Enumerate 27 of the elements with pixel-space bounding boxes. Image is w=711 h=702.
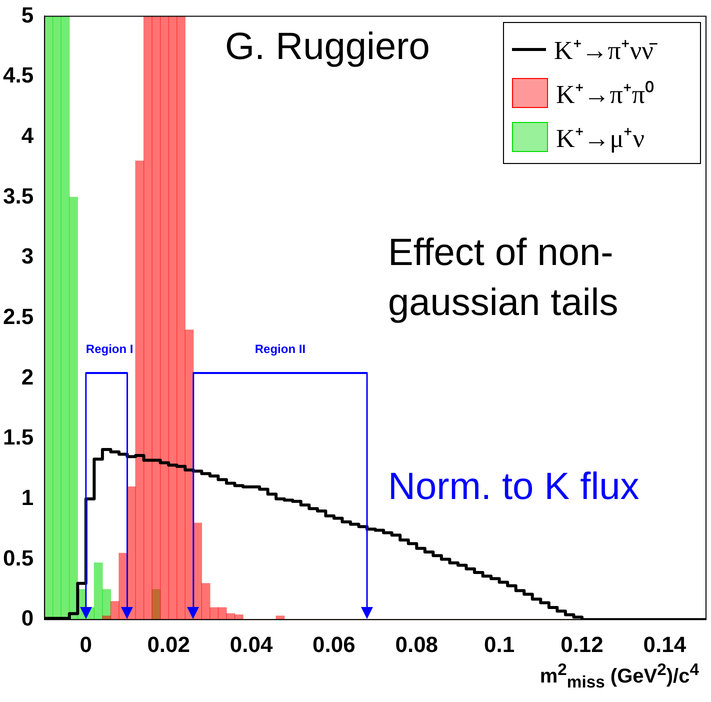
legend-label: K⁺→μ⁺ν [556, 123, 644, 155]
y-tick-label: 4 [21, 122, 34, 148]
y-tick-label: 2 [21, 364, 34, 390]
annotation: G. Ruggiero [225, 25, 431, 70]
y-tick-label: 3 [21, 244, 34, 269]
x-tick-label: 0.04 [230, 632, 274, 657]
annotation: Effect of non-gaussian tails [388, 231, 620, 326]
x-axis-title: m$^{2}$$_{miss}$ (GeV$^{2}$)/c$^{4}$ [540, 660, 699, 693]
x-tick-label: 0.08 [395, 632, 438, 657]
annotation: Norm. to K flux [388, 465, 640, 510]
legend-label: K⁺→π⁺π⁰ [556, 79, 654, 111]
x-tick-label: 0.02 [147, 632, 190, 657]
x-tick-label: 0 [80, 632, 92, 657]
x-tick-label: 0.14 [643, 632, 687, 657]
y-tick-label: 1.5 [2, 424, 34, 450]
y-tick-label: 3.5 [2, 183, 34, 208]
y-tick-label: 0.5 [2, 545, 34, 570]
y-tick-label: 0 [21, 606, 34, 631]
y-tick-label: 4.5 [2, 62, 34, 88]
annotation: Region I [86, 342, 134, 356]
y-tick-label: 1 [21, 484, 34, 510]
annotation: Region II [254, 342, 307, 356]
x-tick-label: 0.12 [560, 632, 604, 657]
y-tick-label: 5 [21, 2, 34, 28]
y-tick-label: 2.5 [2, 304, 34, 329]
x-tick-label: 0.1 [484, 632, 515, 657]
x-tick-label: 0.06 [312, 632, 356, 657]
